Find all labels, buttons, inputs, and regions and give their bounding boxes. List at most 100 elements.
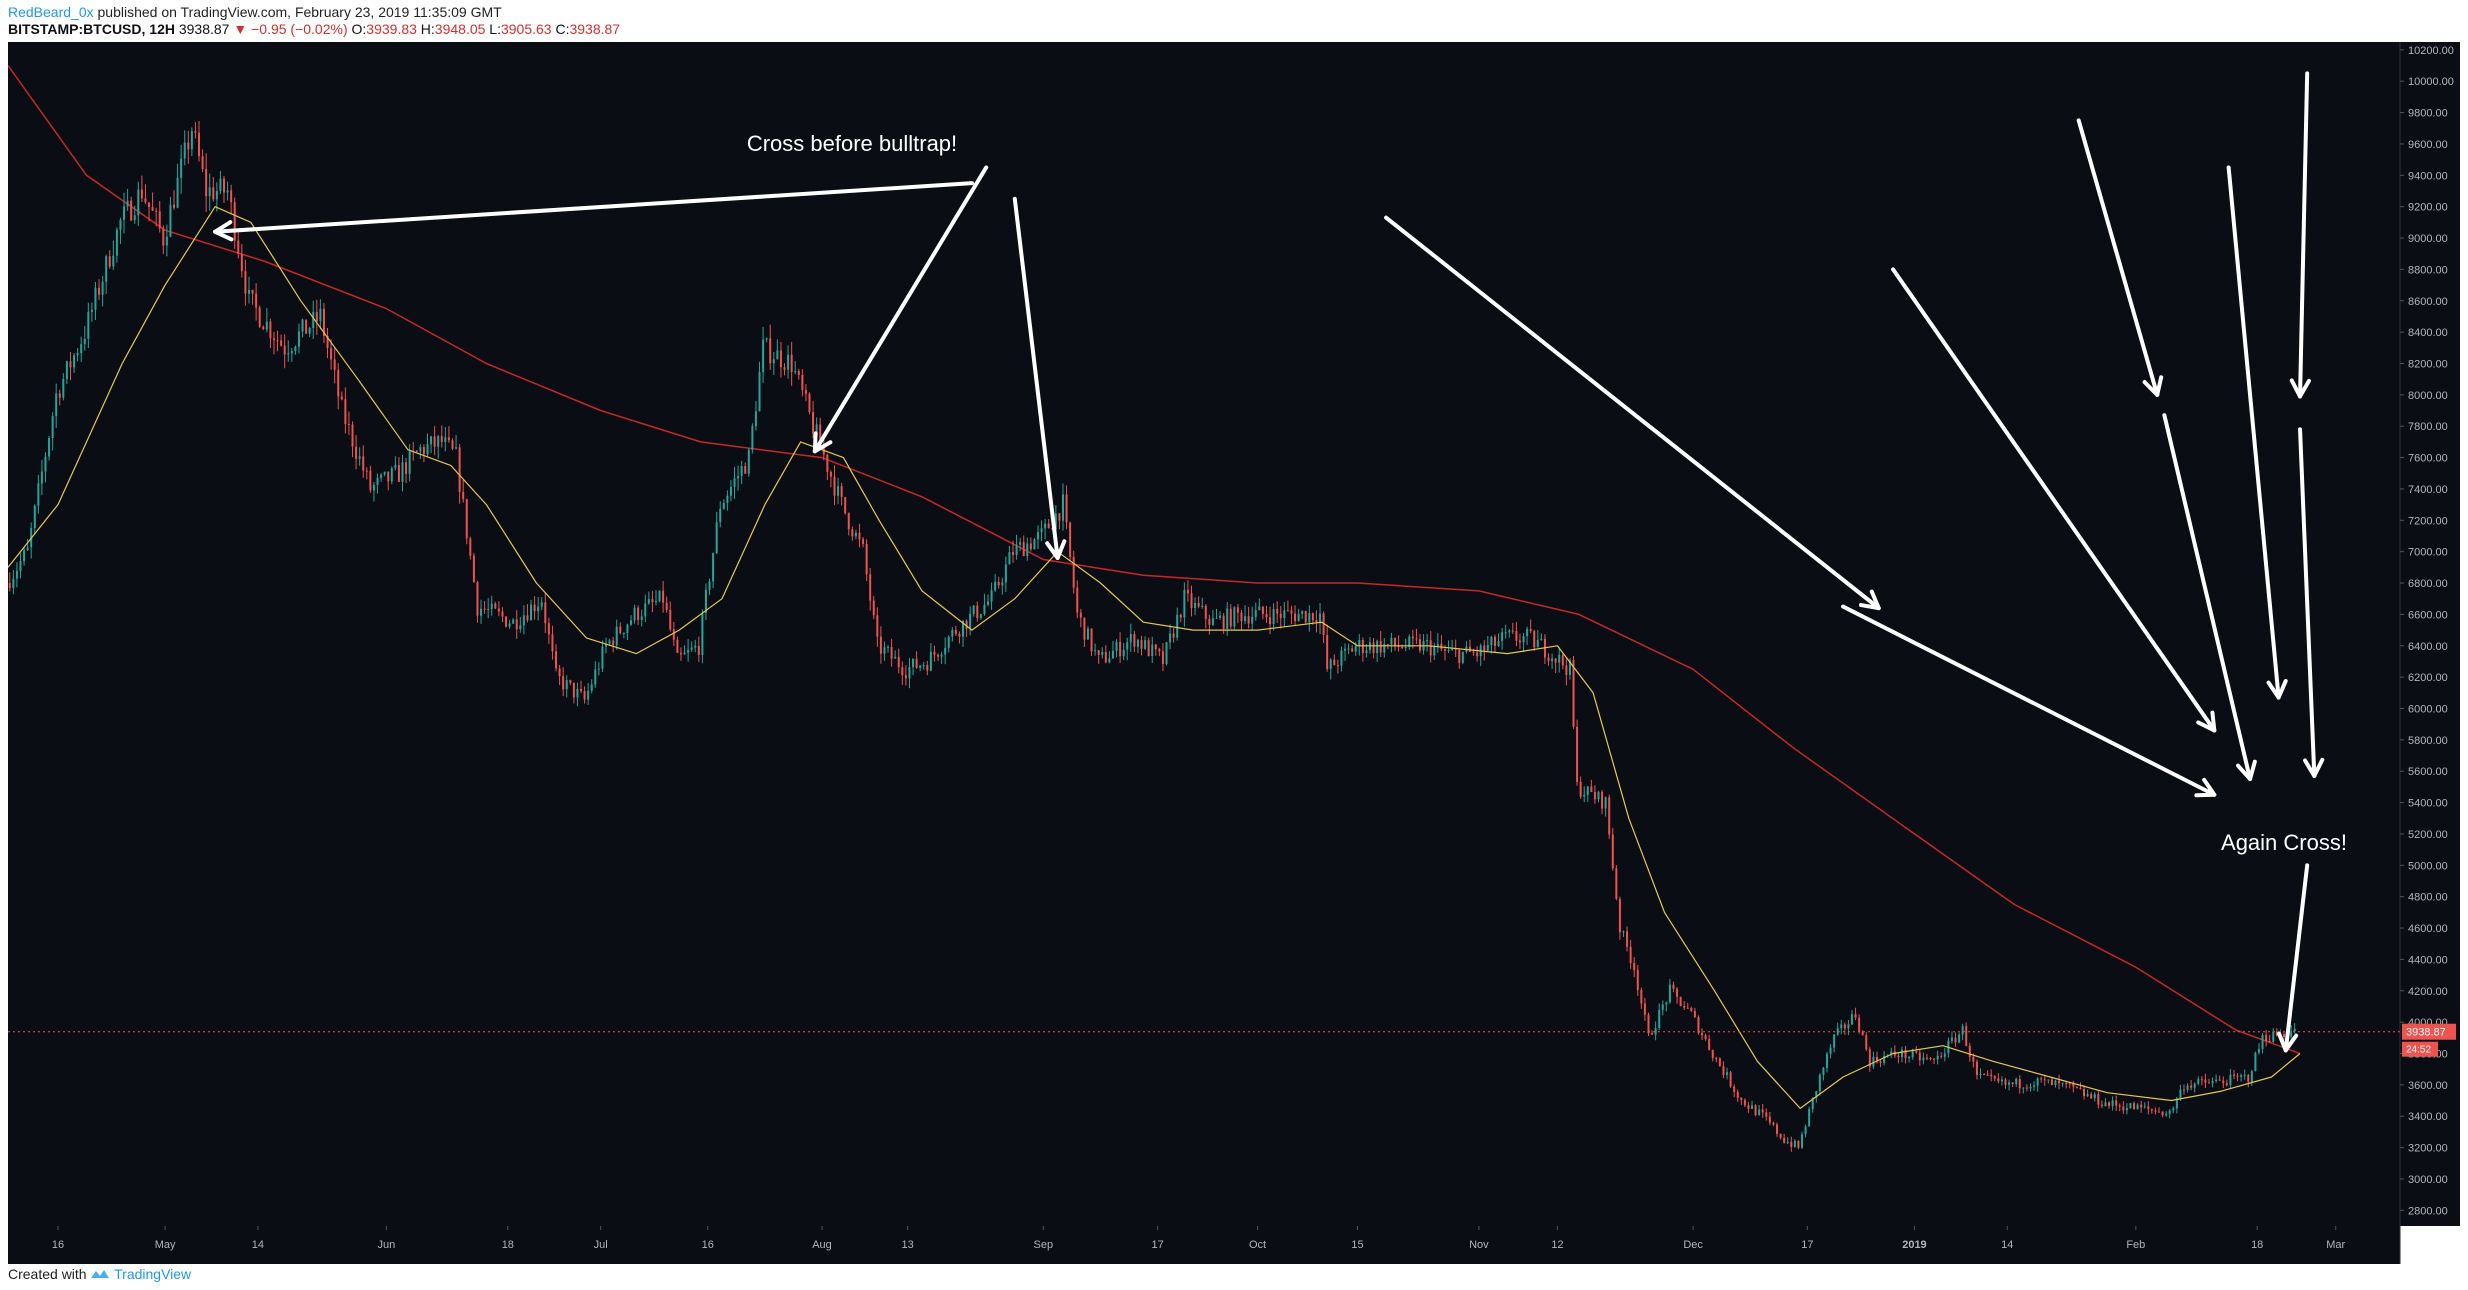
candle-body (508, 623, 511, 627)
candle-body (1061, 494, 1064, 521)
candle (1783, 1133, 1786, 1144)
price-tick-label: 5600.00 (2408, 766, 2448, 778)
candle (133, 205, 136, 224)
candle (2158, 1107, 2161, 1113)
price-chart[interactable]: 2800.003000.003200.003400.003600.003800.… (7, 42, 2460, 1264)
candle (508, 619, 511, 629)
candle (262, 325, 265, 330)
candle-body (833, 476, 836, 496)
candle-body (237, 240, 240, 254)
arrow-head (2236, 759, 2257, 782)
candle (2029, 1083, 2032, 1092)
candle (1933, 1057, 1936, 1065)
candle (1240, 609, 1243, 631)
candle (2229, 1068, 2232, 1089)
candle-body (994, 581, 997, 591)
candle (1997, 1073, 2000, 1084)
candle-body (1515, 630, 1518, 641)
candle-body (1540, 638, 1543, 641)
candle (1518, 633, 1521, 650)
candle-body (2108, 1102, 2111, 1106)
candle (1451, 639, 1454, 651)
candle (569, 679, 572, 686)
candle (1776, 1122, 1779, 1137)
candle-body (301, 319, 304, 332)
candle-body (2047, 1079, 2050, 1081)
candle-body (1461, 651, 1464, 663)
candle (808, 392, 811, 415)
candle (1294, 605, 1297, 625)
candle (1058, 512, 1061, 530)
tradingview-link[interactable]: TradingView (114, 1266, 192, 1282)
candle (2075, 1086, 2078, 1089)
time-axis-background[interactable] (8, 1226, 2400, 1264)
author-link[interactable]: RedBeard_0x (8, 4, 94, 20)
candle (1490, 635, 1493, 654)
candle-body (1236, 607, 1239, 613)
candle-body (640, 616, 643, 620)
candle (465, 498, 468, 545)
price-tick-label: 3000.00 (2408, 1174, 2448, 1186)
candle (1779, 1133, 1782, 1140)
candle (2011, 1082, 2014, 1087)
candle (347, 411, 350, 435)
candle (729, 480, 732, 502)
candle (1993, 1075, 1996, 1082)
candle (2172, 1106, 2175, 1114)
candle-body (1215, 617, 1218, 619)
candle-body (522, 615, 525, 626)
price-tick-label: 9200.00 (2408, 202, 2448, 214)
time-tick-label: 17 (1801, 1239, 1813, 1251)
candle-body (383, 471, 386, 475)
candle (1801, 1131, 1803, 1149)
candle-body (2125, 1108, 2128, 1111)
candle-body (2065, 1083, 2068, 1085)
candle (1297, 608, 1300, 622)
candle-body (240, 253, 243, 272)
candle-body (19, 561, 22, 571)
candle-body (326, 335, 329, 348)
candle (326, 327, 329, 359)
time-axis[interactable]: 16 May 14 Jun 18 Jul 16 Aug 13 Sep 17 Oct 15 Nov 12 Dec… (52, 1226, 2346, 1251)
candle-body (2054, 1080, 2057, 1086)
candle-body (162, 228, 165, 246)
candle (1925, 1053, 1928, 1061)
candle-body (726, 495, 729, 503)
candle (947, 635, 950, 653)
candle (1429, 631, 1432, 663)
candle (387, 471, 390, 491)
candle (2275, 1028, 2278, 1037)
candle (747, 448, 750, 477)
candle (1504, 624, 1507, 639)
candle-body (480, 608, 483, 616)
candle (1119, 632, 1122, 664)
candle (1950, 1031, 1953, 1044)
candle-body (8, 583, 11, 589)
candle (405, 458, 408, 484)
candle (1115, 639, 1118, 658)
candle-body (2122, 1106, 2125, 1111)
candle-body (1690, 1007, 1693, 1011)
candle (444, 427, 447, 452)
countdown-tag (2402, 1041, 2438, 1057)
candle (1683, 1001, 1686, 1010)
candle-body (1765, 1112, 1768, 1117)
candle (2022, 1087, 2025, 1094)
candle-body (1679, 996, 1682, 1006)
candle (1101, 647, 1104, 659)
candle-body (1154, 644, 1157, 650)
price-tick-label: 8600.00 (2408, 296, 2448, 308)
candle-body (1240, 612, 1243, 622)
candle-body (1476, 652, 1479, 657)
chart-area[interactable]: 2800.003000.003200.003400.003600.003800.… (7, 42, 2460, 1264)
ma-slow-line (7, 65, 2301, 1055)
candle-body (1058, 513, 1061, 521)
arrow-head (213, 220, 234, 242)
candle-body (1454, 648, 1457, 650)
price-axis[interactable]: 2800.003000.003200.003400.003600.003800.… (2400, 45, 2454, 1217)
candle-body (1418, 639, 1421, 651)
candle-body (997, 581, 1000, 586)
candle-body (1458, 649, 1461, 663)
time-tick-label: Sep (1034, 1239, 1054, 1251)
candle-body (1997, 1078, 2000, 1082)
